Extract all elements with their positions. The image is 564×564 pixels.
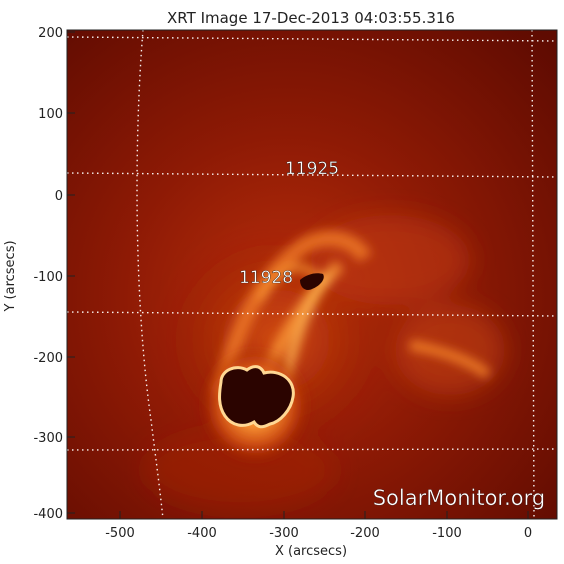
y-axis-label: Y (arcsecs) xyxy=(3,240,18,312)
x-axis-label: X (arcsecs) xyxy=(275,544,347,559)
y-tick-label: -100 xyxy=(33,270,63,285)
y-axis xyxy=(67,31,75,514)
y-tick-label: -300 xyxy=(33,431,63,446)
coordinate-grid xyxy=(67,30,557,519)
y-tick-label: 0 xyxy=(55,189,63,204)
x-tick-label: -200 xyxy=(350,526,380,541)
solar-image xyxy=(67,30,557,519)
x-tick-label: -500 xyxy=(105,526,135,541)
x-tick-label: -400 xyxy=(187,526,217,541)
x-tick-label: 0 xyxy=(524,526,532,541)
x-tick-label: -100 xyxy=(432,526,462,541)
y-tick-label: -400 xyxy=(33,507,63,522)
watermark: SolarMonitor.org xyxy=(373,486,546,510)
y-tick-label: -200 xyxy=(33,351,63,366)
dark-core xyxy=(218,365,295,429)
plot-frame xyxy=(66,29,558,520)
image-title: XRT Image 17-Dec-2013 04:03:55.316 xyxy=(167,9,455,27)
dark-spot xyxy=(300,273,324,290)
region-label-11925: 11925 xyxy=(285,159,339,179)
x-tick-label: -300 xyxy=(269,526,299,541)
x-tick-labels: -500 -400 -300 -200 -100 0 xyxy=(105,526,532,541)
region-label-11928: 11928 xyxy=(239,268,293,288)
y-tick-label: 200 xyxy=(38,26,63,41)
x-axis xyxy=(119,511,529,519)
y-tick-label: 100 xyxy=(38,107,63,122)
y-tick-labels: 200 100 0 -100 -200 -300 -400 xyxy=(33,26,63,522)
